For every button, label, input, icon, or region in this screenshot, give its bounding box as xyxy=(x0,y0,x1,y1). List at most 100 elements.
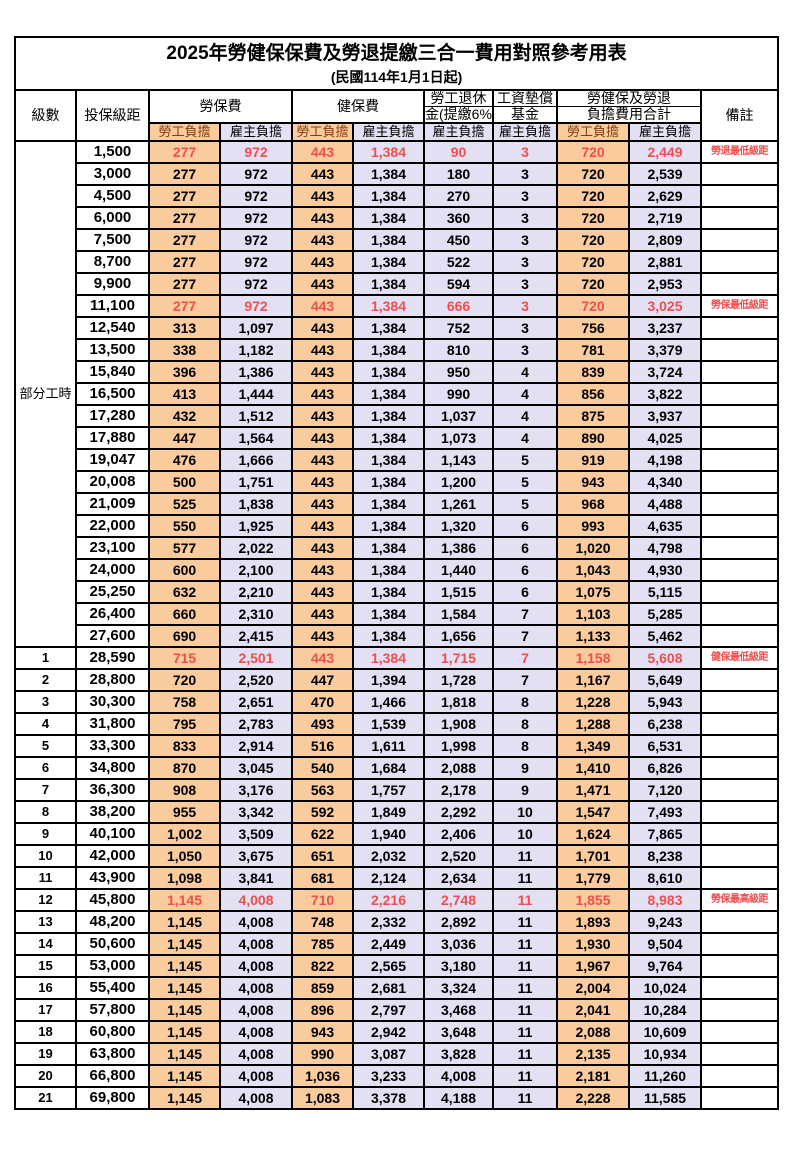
subheader-fund-employer: 雇主負擔 xyxy=(492,122,558,142)
cell-tot-emp: 2,135 xyxy=(556,1042,630,1066)
cell-li-er: 4,008 xyxy=(219,1086,293,1110)
cell-tot-er: 4,198 xyxy=(628,448,702,472)
cell-li-emp: 413 xyxy=(148,382,221,406)
cell-tot-er: 10,934 xyxy=(628,1042,702,1066)
cell-pension: 4,008 xyxy=(423,1064,494,1088)
cell-note xyxy=(699,756,780,780)
cell-fund: 11 xyxy=(492,1086,558,1110)
cell-note xyxy=(699,954,780,978)
table-row: 16,500 413 1,444 443 1,384 990 4 856 3,822 xyxy=(15,382,780,406)
table-row: 17 57,800 1,145 4,008 896 2,797 3,468 11 2,041 10… xyxy=(14,998,780,1022)
cell-bracket: 69,800 xyxy=(75,1086,150,1110)
cell-note xyxy=(699,448,780,472)
cell-tot-er: 5,285 xyxy=(628,602,702,626)
cell-li-er: 972 xyxy=(219,184,293,208)
table-row: 20 66,800 1,145 4,008 1,036 3,233 4,008 11 2,181… xyxy=(14,1064,780,1088)
cell-pension: 1,200 xyxy=(423,470,494,494)
col-header-pension-line1: 勞工退休 xyxy=(423,89,494,107)
cell-li-emp: 432 xyxy=(148,404,221,428)
table-row: 4,500 277 972 443 1,384 270 3 720 2,629 xyxy=(15,184,780,208)
cell-hi-emp: 447 xyxy=(291,668,354,692)
table-row: 15,840 396 1,386 443 1,384 950 4 839 3,724 xyxy=(15,360,780,384)
cell-fund: 10 xyxy=(492,800,558,824)
cell-fund: 6 xyxy=(492,514,558,538)
col-header-total-line1: 勞健保及勞退 xyxy=(556,89,702,107)
cell-pension: 594 xyxy=(423,272,494,296)
cell-li-er: 2,914 xyxy=(219,734,293,758)
cell-bracket: 16,500 xyxy=(75,382,150,406)
cell-tot-er: 4,798 xyxy=(628,536,702,560)
cell-bracket: 43,900 xyxy=(75,866,150,890)
table-row: 11 43,900 1,098 3,841 681 2,124 2,634 11 1,779 8,… xyxy=(14,866,780,890)
cell-note xyxy=(699,250,780,274)
cell-hi-emp: 443 xyxy=(291,404,354,428)
cell-hi-emp: 443 xyxy=(291,140,354,164)
cell-li-emp: 1,002 xyxy=(148,822,221,846)
cell-pension: 950 xyxy=(423,360,494,384)
cell-pension: 270 xyxy=(423,184,494,208)
cell-fund: 3 xyxy=(492,250,558,274)
cell-note xyxy=(699,998,780,1022)
cell-pension: 1,584 xyxy=(423,602,494,626)
cell-hi-er: 1,539 xyxy=(352,712,425,736)
cell-pension: 1,440 xyxy=(423,558,494,582)
table-row: 6,000 277 972 443 1,384 360 3 720 2,719 xyxy=(15,206,780,230)
cell-pension: 1,073 xyxy=(423,426,494,450)
cell-hi-er: 1,384 xyxy=(352,184,425,208)
cell-bracket: 17,280 xyxy=(75,404,150,428)
cell-li-er: 2,100 xyxy=(219,558,293,582)
cell-hi-emp: 896 xyxy=(291,998,354,1022)
cell-tot-er: 2,449 xyxy=(628,140,702,164)
cell-level: 18 xyxy=(14,1020,77,1044)
cell-tot-emp: 720 xyxy=(556,250,630,274)
table-row: 9,900 277 972 443 1,384 594 3 720 2,953 xyxy=(15,272,780,296)
cell-hi-emp: 443 xyxy=(291,272,354,296)
col-header-wage-fund-line2: 基金 xyxy=(492,106,558,124)
cell-note: 勞保最高級距 xyxy=(699,888,780,912)
cell-hi-er: 1,757 xyxy=(352,778,425,802)
cell-li-emp: 1,145 xyxy=(148,888,221,912)
cell-li-er: 3,675 xyxy=(219,844,293,868)
cell-tot-er: 10,609 xyxy=(628,1020,702,1044)
cell-li-er: 2,210 xyxy=(219,580,293,604)
cell-hi-emp: 443 xyxy=(291,514,354,538)
cell-note xyxy=(699,316,780,340)
cell-fund: 10 xyxy=(492,822,558,846)
cell-bracket: 63,800 xyxy=(75,1042,150,1066)
table-row: 5 33,300 833 2,914 516 1,611 1,998 8 1,349 6,531 xyxy=(14,734,780,758)
cell-bracket: 53,000 xyxy=(75,954,150,978)
cell-li-emp: 1,145 xyxy=(148,910,221,934)
cell-li-emp: 955 xyxy=(148,800,221,824)
cell-tot-er: 8,983 xyxy=(628,888,702,912)
cell-tot-emp: 856 xyxy=(556,382,630,406)
table-row: 12 45,800 1,145 4,008 710 2,216 2,748 11 1,855 8,… xyxy=(14,888,780,912)
cell-li-er: 4,008 xyxy=(219,932,293,956)
cell-tot-er: 9,504 xyxy=(628,932,702,956)
cell-hi-emp: 443 xyxy=(291,558,354,582)
cell-bracket: 7,500 xyxy=(75,228,150,252)
cell-bracket: 3,000 xyxy=(75,162,150,186)
cell-tot-er: 3,937 xyxy=(628,404,702,428)
table-row: 17,280 432 1,512 443 1,384 1,037 4 875 3,937 xyxy=(15,404,780,428)
cell-li-emp: 1,145 xyxy=(148,998,221,1022)
cell-note xyxy=(699,602,780,626)
table-row: 19,047 476 1,666 443 1,384 1,143 5 919 4,198 xyxy=(15,448,780,472)
table-body: 部分工時 1,500 277 972 443 1,384 90 3 720 2,449 勞退最低級距… xyxy=(14,140,780,1110)
cell-tot-emp: 720 xyxy=(556,206,630,230)
cell-hi-er: 2,942 xyxy=(352,1020,425,1044)
header-row-burden: 勞工負擔 雇主負擔 勞工負擔 雇主負擔 雇主負擔 雇主負擔 勞工負擔 雇主負擔 xyxy=(15,122,778,142)
table-row: 10 42,000 1,050 3,675 651 2,032 2,520 11 1,701 8,… xyxy=(14,844,780,868)
cell-hi-emp: 443 xyxy=(291,624,354,648)
cell-li-er: 3,509 xyxy=(219,822,293,846)
cell-hi-er: 1,384 xyxy=(352,514,425,538)
cell-fund: 5 xyxy=(492,470,558,494)
cell-note xyxy=(699,184,780,208)
cell-level: 21 xyxy=(14,1086,77,1110)
cell-pension: 360 xyxy=(423,206,494,230)
cell-pension: 1,715 xyxy=(423,646,494,670)
cell-tot-er: 8,610 xyxy=(628,866,702,890)
cell-li-er: 1,564 xyxy=(219,426,293,450)
cell-bracket: 30,300 xyxy=(75,690,150,714)
cell-tot-emp: 919 xyxy=(556,448,630,472)
cell-tot-er: 10,284 xyxy=(628,998,702,1022)
